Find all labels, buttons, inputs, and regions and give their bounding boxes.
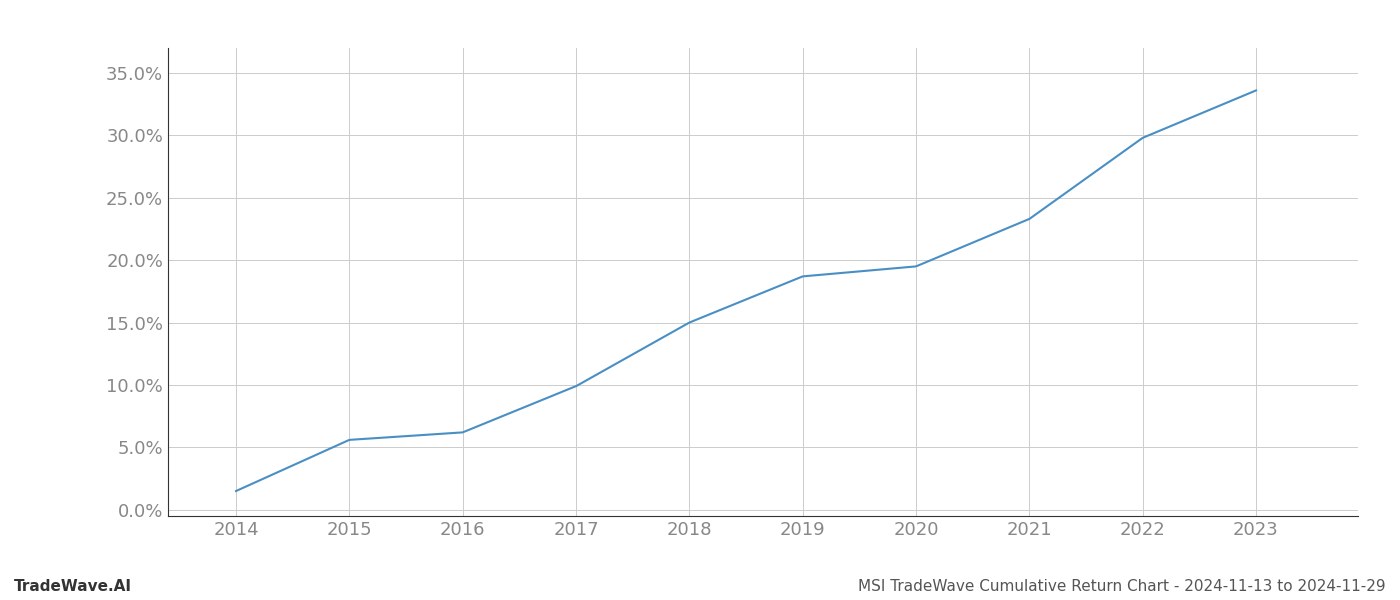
Text: TradeWave.AI: TradeWave.AI: [14, 579, 132, 594]
Text: MSI TradeWave Cumulative Return Chart - 2024-11-13 to 2024-11-29: MSI TradeWave Cumulative Return Chart - …: [858, 579, 1386, 594]
